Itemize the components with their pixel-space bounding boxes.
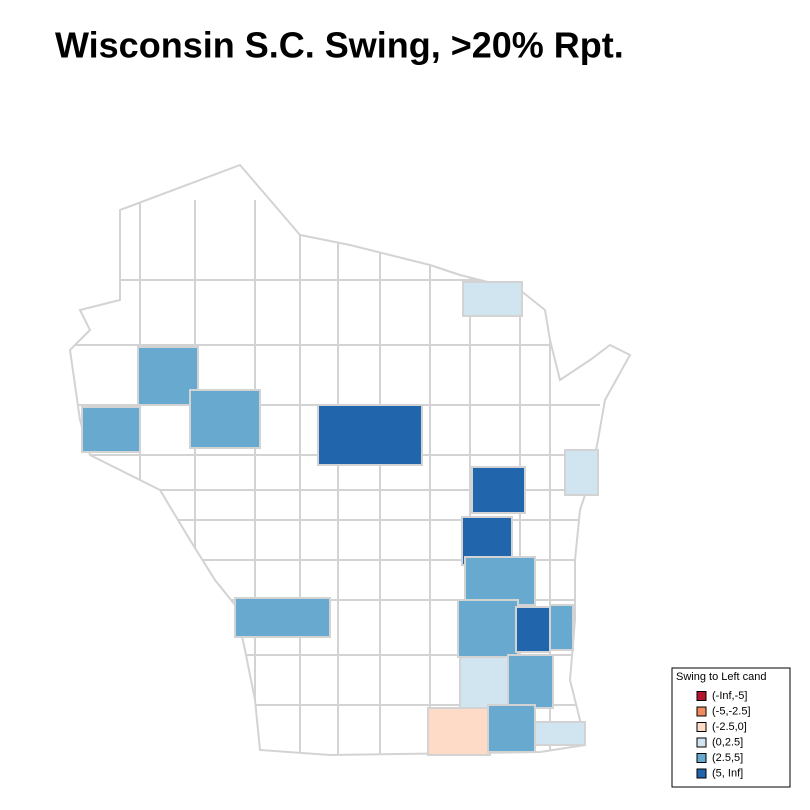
legend-swatch — [696, 691, 707, 701]
county — [515, 606, 551, 653]
county — [137, 346, 199, 406]
county — [427, 707, 491, 756]
county — [81, 406, 141, 453]
county — [487, 704, 536, 753]
county — [457, 599, 519, 658]
legend-box — [671, 667, 791, 788]
county — [549, 604, 574, 651]
legend-label: (2.5,5] — [712, 752, 743, 764]
legend: Swing to Left cand (-Inf,-5] (-5,-2.5] (-2… — [671, 667, 791, 788]
legend-label: (5, Inf] — [712, 767, 743, 779]
county — [462, 281, 523, 317]
county — [464, 556, 536, 606]
county — [534, 721, 586, 746]
county — [564, 449, 599, 496]
legend-swatch — [696, 737, 707, 748]
shaded-counties — [81, 281, 599, 756]
legend-label: (0,2.5] — [712, 736, 743, 748]
county — [471, 466, 526, 514]
county — [459, 656, 509, 709]
legend-title: Swing to Left cand — [676, 671, 767, 683]
county — [317, 404, 423, 466]
legend-swatch — [696, 768, 707, 779]
county — [189, 389, 261, 449]
legend-label: (-5,-2.5] — [712, 705, 751, 717]
legend-label: (-2.5,0] — [712, 721, 747, 733]
legend-swatch — [696, 706, 707, 717]
legend-label: (-Inf,-5] — [712, 690, 747, 702]
county — [234, 597, 331, 638]
legend-swatch — [696, 722, 707, 732]
county — [507, 654, 554, 709]
map-title: Wisconsin S.C. Swing, >20% Rpt. — [55, 25, 624, 66]
legend-swatch — [696, 753, 707, 763]
